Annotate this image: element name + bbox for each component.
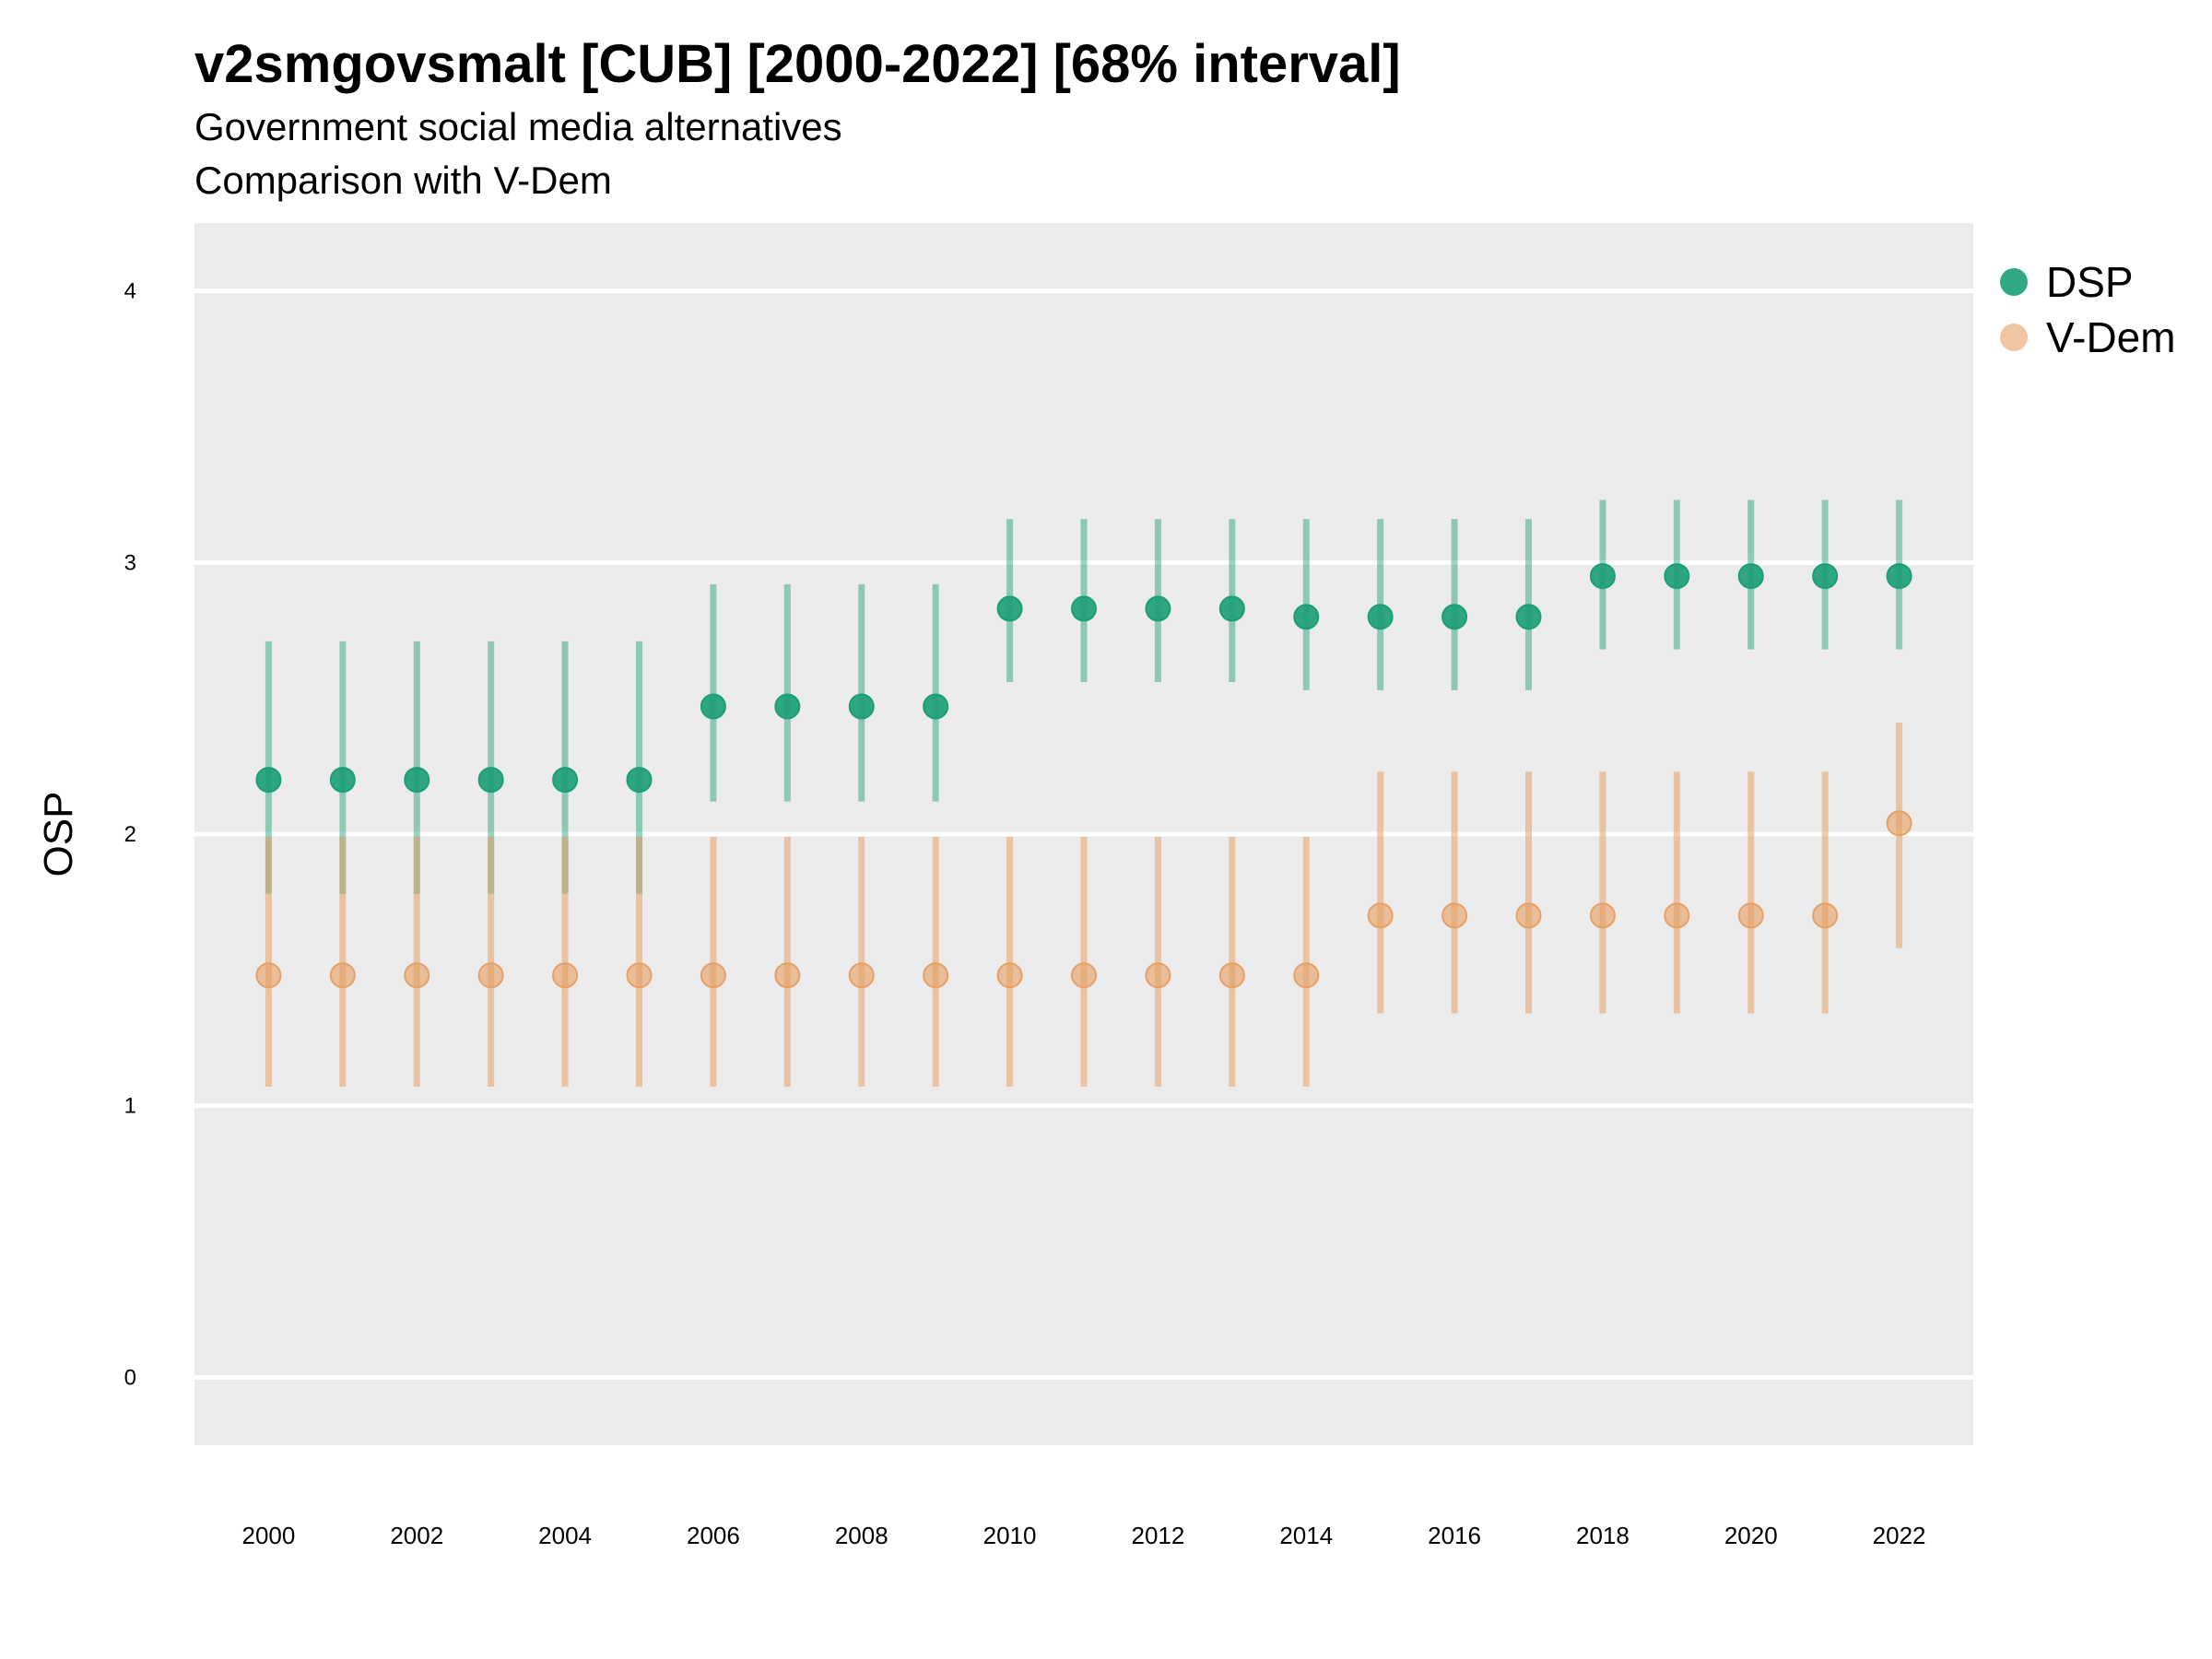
data-point: [477, 767, 504, 794]
data-point: [996, 595, 1023, 622]
data-point: [329, 962, 356, 989]
data-point: [1664, 563, 1690, 590]
data-point: [1737, 902, 1764, 929]
data-point: [848, 693, 875, 720]
data-point: [404, 767, 430, 794]
x-tick-label: 2000: [241, 1522, 295, 1549]
data-point: [1886, 563, 1912, 590]
data-point: [1515, 902, 1542, 929]
data-point: [255, 962, 282, 989]
y-tick-label: 0: [124, 1365, 136, 1390]
legend-item: DSP: [2000, 254, 2176, 310]
x-tick-label: 2004: [538, 1522, 592, 1549]
data-point: [1737, 563, 1764, 590]
data-point: [1441, 902, 1468, 929]
data-point: [1293, 604, 1320, 630]
data-point: [1589, 563, 1616, 590]
legend-marker-icon: [2000, 324, 2028, 351]
x-tick-label: 2014: [1279, 1522, 1333, 1549]
x-tick-label: 2002: [390, 1522, 443, 1549]
x-tick-label: 2008: [835, 1522, 888, 1549]
data-point: [700, 693, 726, 720]
legend-label: DSP: [2046, 258, 2134, 306]
x-tick-label: 2016: [1428, 1522, 1481, 1549]
y-tick-label: 2: [124, 822, 136, 847]
x-tick-label: 2006: [687, 1522, 740, 1549]
data-point: [626, 962, 653, 989]
data-point: [996, 962, 1023, 989]
data-point: [1589, 902, 1616, 929]
chart-subtitle: Government social media alternatives: [194, 105, 842, 148]
data-point: [1367, 902, 1394, 929]
data-point: [848, 962, 875, 989]
chart-title: v2smgovsmalt [CUB] [2000-2022] [68% inte…: [194, 34, 1401, 94]
legend-label: V-Dem: [2046, 313, 2176, 361]
data-point: [1218, 962, 1245, 989]
legend: DSP V-Dem: [2000, 254, 2176, 365]
data-point: [626, 767, 653, 794]
data-point: [404, 962, 430, 989]
data-point: [329, 767, 356, 794]
y-tick-label: 4: [124, 279, 136, 304]
data-point: [552, 767, 579, 794]
chart-caption: Comparison with V-Dem: [194, 159, 612, 202]
x-tick-label: 2012: [1131, 1522, 1184, 1549]
x-tick-label: 2022: [1873, 1522, 1926, 1549]
data-point: [1071, 962, 1097, 989]
data-point: [255, 767, 282, 794]
y-tick-label: 3: [124, 550, 136, 575]
data-point: [1886, 810, 1912, 837]
data-point: [1515, 604, 1542, 630]
data-point: [477, 962, 504, 989]
data-point: [1218, 595, 1245, 622]
data-point: [1441, 604, 1468, 630]
x-tick-label: 2018: [1576, 1522, 1630, 1549]
legend-marker-icon: [2000, 268, 2028, 296]
y-tick-label: 1: [124, 1094, 136, 1119]
data-point: [1367, 604, 1394, 630]
data-point: [774, 962, 801, 989]
data-point: [700, 962, 726, 989]
data-point: [1812, 902, 1839, 929]
x-tick-label: 2010: [983, 1522, 1037, 1549]
legend-item: V-Dem: [2000, 310, 2176, 365]
data-point: [923, 693, 949, 720]
data-point: [1664, 902, 1690, 929]
data-point: [552, 962, 579, 989]
data-point: [774, 693, 801, 720]
data-point: [923, 962, 949, 989]
data-point: [1145, 595, 1171, 622]
data-point: [1071, 595, 1097, 622]
x-tick-label: 2020: [1724, 1522, 1778, 1549]
y-axis-label: OSP: [36, 792, 81, 877]
data-point: [1812, 563, 1839, 590]
data-point: [1145, 962, 1171, 989]
data-point: [1293, 962, 1320, 989]
